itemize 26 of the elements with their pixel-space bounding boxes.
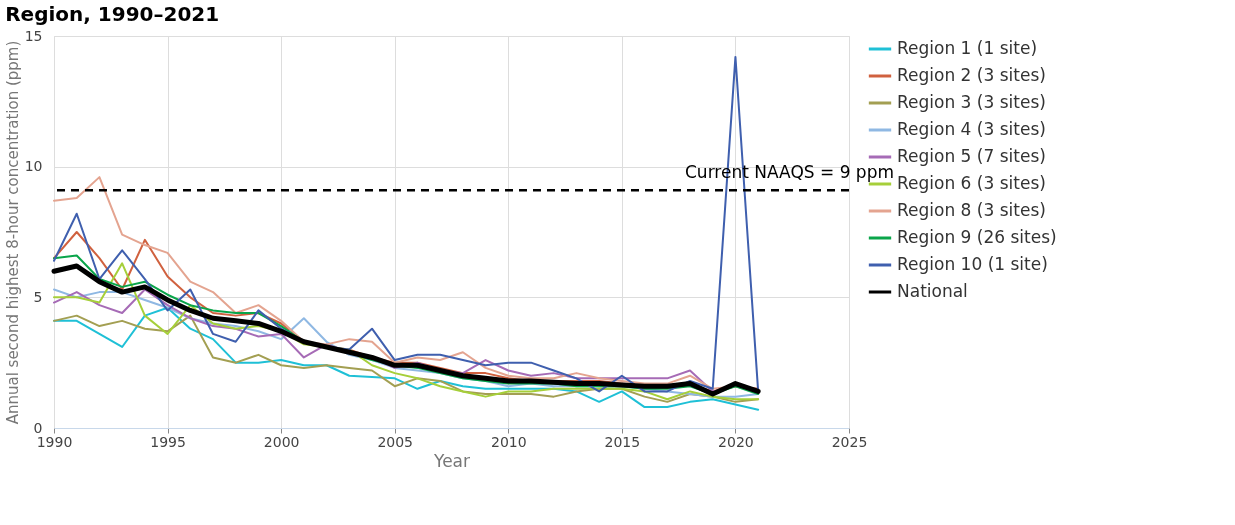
x-tick-label: 2015 (604, 433, 641, 450)
x-tick-label: 2020 (718, 433, 754, 450)
y-tick-label: 0 (33, 419, 43, 436)
x-tick-label: 2005 (377, 433, 414, 450)
y-axis-title: Annual second highest 8-hour concentration (ppm) (3, 40, 22, 425)
y-tick-label: 15 (24, 27, 43, 44)
y-tick-label: 10 (24, 158, 43, 175)
legend-label: National (897, 281, 968, 301)
legend-label: Region 6 (3 sites) (897, 173, 1046, 193)
legend-label: Region 1 (1 site) (897, 38, 1038, 58)
x-axis-title: Year (433, 450, 470, 471)
x-tick-label: 1995 (150, 433, 186, 450)
x-tick-label: 2010 (490, 433, 527, 450)
legend-label: Region 3 (3 sites) (897, 92, 1046, 112)
legend-label: Region 4 (3 sites) (897, 119, 1046, 139)
x-tick-label: 1990 (36, 433, 73, 450)
chart-title: Region, 1990–2021 (5, 2, 220, 26)
legend-label: Region 10 (1 site) (897, 254, 1048, 274)
legend-label: Region 9 (26 sites) (897, 227, 1057, 247)
legend-label: Region 2 (3 sites) (897, 65, 1046, 85)
line-series (53, 306, 760, 411)
legend-label: Region 8 (3 sites) (897, 200, 1046, 220)
y-tick-label: 5 (33, 288, 43, 305)
x-tick-label: 2000 (263, 433, 300, 450)
legend-label: Region 5 (7 sites) (897, 146, 1046, 166)
x-tick-label: 2025 (831, 433, 868, 450)
